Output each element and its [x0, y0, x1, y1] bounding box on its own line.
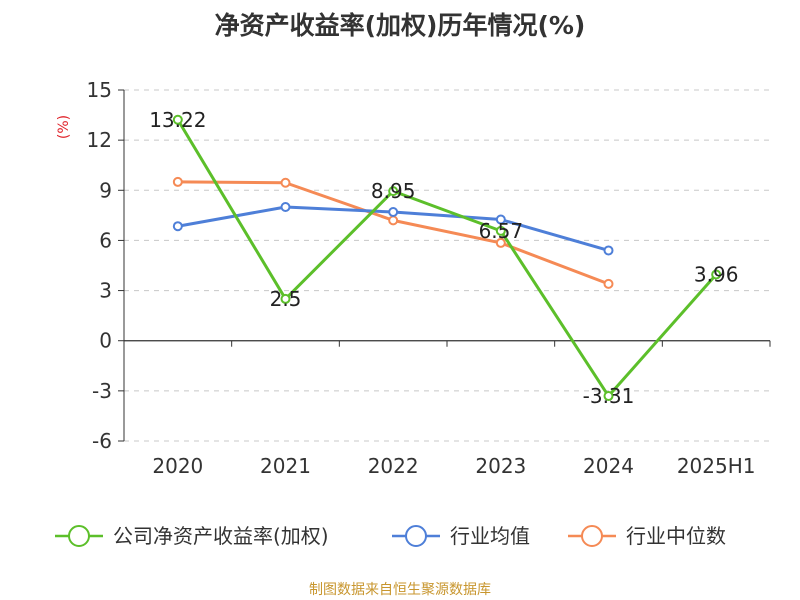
x-tick-label: 2025H1: [677, 454, 756, 478]
data-point: [711, 269, 722, 280]
data-point: [495, 237, 506, 248]
data-point: [603, 245, 614, 256]
data-label: 8.95: [371, 179, 416, 203]
legend-label: 公司净资产收益率(加权): [113, 524, 329, 548]
data-point: [495, 214, 506, 225]
y-tick-label: 0: [99, 329, 112, 353]
data-label: -3.31: [583, 384, 635, 408]
legend: 公司净资产收益率(加权) 行业均值 行业中位数: [55, 524, 726, 548]
data-point: [388, 215, 399, 226]
data-label: 2.5: [270, 287, 302, 311]
data-label: 3.96: [694, 263, 739, 287]
data-label: 6.57: [479, 219, 524, 243]
x-tick-label: 2020: [152, 454, 203, 478]
grid-lines: [124, 89, 770, 442]
legend-label: 行业中位数: [626, 524, 726, 548]
data-point: [280, 293, 291, 304]
x-tick-label: 2024: [583, 454, 634, 478]
data-point: [603, 278, 614, 289]
data-point: [172, 114, 183, 125]
data-point: [388, 207, 399, 218]
y-tick-label: 9: [99, 178, 112, 202]
y-tick-label: 3: [99, 279, 112, 303]
data-point: [388, 186, 399, 197]
source-note: 制图数据来自恒生聚源数据库: [309, 582, 491, 598]
data-point: [495, 225, 506, 236]
legend-swatch-marker: [68, 525, 90, 547]
axes: 15 12 9 6 3 0 -3 -6 2020 2021 2022 2023 2024 2025H1: [87, 78, 771, 478]
x-tick-label: 2023: [475, 454, 526, 478]
y-tick-label: 12: [87, 128, 112, 152]
data-labels: 13.22 2.5 8.95 6.57 -3.31 3.96: [149, 108, 738, 408]
y-tick-label: -3: [92, 379, 112, 403]
data-point: [280, 177, 291, 188]
data-point: [280, 202, 291, 212]
legend-label: 行业均值: [450, 524, 530, 548]
x-tick-label: 2021: [260, 454, 311, 478]
series-lines: [172, 114, 722, 402]
chart-title: 净资产收益率(加权)历年情况(%): [215, 11, 586, 40]
y-axis-unit-label: (%): [56, 115, 72, 139]
series-line: [176, 118, 718, 398]
data-point: [172, 221, 183, 232]
legend-swatch-marker: [405, 525, 427, 547]
legend-swatch-marker: [581, 525, 603, 547]
y-tick-label: -6: [92, 429, 112, 453]
x-tick-label: 2022: [368, 454, 419, 478]
data-label: 13.22: [149, 108, 206, 132]
data-point: [603, 391, 614, 402]
y-tick-label: 15: [87, 78, 112, 102]
data-point: [172, 176, 183, 187]
y-tick-label: 6: [99, 228, 112, 252]
